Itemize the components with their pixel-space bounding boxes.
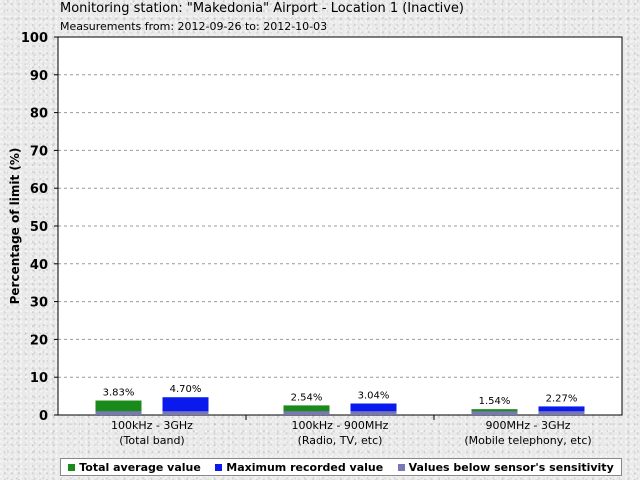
y-tick-label: 20 bbox=[30, 333, 48, 348]
bar-maximum bbox=[538, 406, 585, 415]
y-tick-label: 0 bbox=[39, 409, 48, 424]
chart-legend: Total average value Maximum recorded val… bbox=[60, 458, 622, 476]
y-axis-label: Percentage of limit (%) bbox=[8, 148, 22, 305]
y-tick-label: 100 bbox=[21, 31, 48, 46]
plot-border bbox=[57, 36, 623, 416]
bar-sensitivity bbox=[350, 411, 397, 415]
bar-sensitivity bbox=[283, 411, 330, 415]
y-tick-label: 90 bbox=[30, 69, 48, 84]
bar-chart: 0 10 20 30 40 50 60 70 80 90 100 Percentage of limi… bbox=[8, 31, 623, 447]
x-tick-label-sub: (Mobile telephony, etc) bbox=[464, 434, 591, 447]
legend-label-maximum: Maximum recorded value bbox=[226, 460, 384, 474]
legend-item-average: Total average value bbox=[68, 461, 201, 474]
x-tick-label-sub: (Radio, TV, etc) bbox=[298, 434, 383, 447]
legend-item-sensitivity: Values below sensor's sensitivity bbox=[397, 460, 614, 474]
legend-swatch-average bbox=[68, 463, 76, 471]
data-label: 3.04% bbox=[358, 391, 390, 402]
legend-item-maximum: Maximum recorded value bbox=[215, 461, 383, 474]
data-label: 3.83% bbox=[103, 388, 135, 399]
bar-sensitivity bbox=[471, 411, 518, 415]
y-tick-label: 30 bbox=[30, 296, 48, 311]
bar-average bbox=[283, 405, 330, 415]
y-tick-label: 50 bbox=[30, 220, 48, 235]
y-tick-label: 80 bbox=[30, 107, 48, 122]
data-label: 4.70% bbox=[170, 384, 202, 395]
legend-swatch-sensitivity bbox=[397, 463, 405, 471]
bar-sensitivity bbox=[95, 411, 142, 415]
data-label: 1.54% bbox=[479, 396, 511, 407]
bar-maximum bbox=[162, 397, 209, 415]
bar-maximum bbox=[350, 403, 397, 415]
x-tick-label: 100kHz - 900MHz bbox=[292, 419, 389, 432]
x-tick-label: 100kHz - 3GHz bbox=[111, 419, 193, 432]
legend-label-sensitivity: Values below sensor's sensitivity bbox=[408, 460, 614, 474]
y-tick-label: 70 bbox=[30, 144, 48, 159]
legend-label-average: Total average value bbox=[79, 460, 201, 474]
x-tick-label-sub: (Total band) bbox=[119, 434, 184, 447]
bar-sensitivity bbox=[162, 411, 209, 415]
y-tick-label: 40 bbox=[30, 258, 48, 273]
chart-subtitle: Measurements from: 2012-09-26 to: 2012-1… bbox=[60, 20, 328, 33]
data-label: 2.54% bbox=[291, 392, 323, 403]
y-tick-label: 10 bbox=[30, 371, 48, 386]
legend-swatch-maximum bbox=[215, 463, 223, 471]
data-label: 2.27% bbox=[546, 393, 578, 404]
bar-sensitivity bbox=[538, 411, 585, 415]
chart-title: Monitoring station: "Makedonia" Airport … bbox=[60, 1, 464, 16]
y-tick-label: 60 bbox=[30, 182, 48, 197]
x-tick-label: 900MHz - 3GHz bbox=[485, 419, 570, 432]
